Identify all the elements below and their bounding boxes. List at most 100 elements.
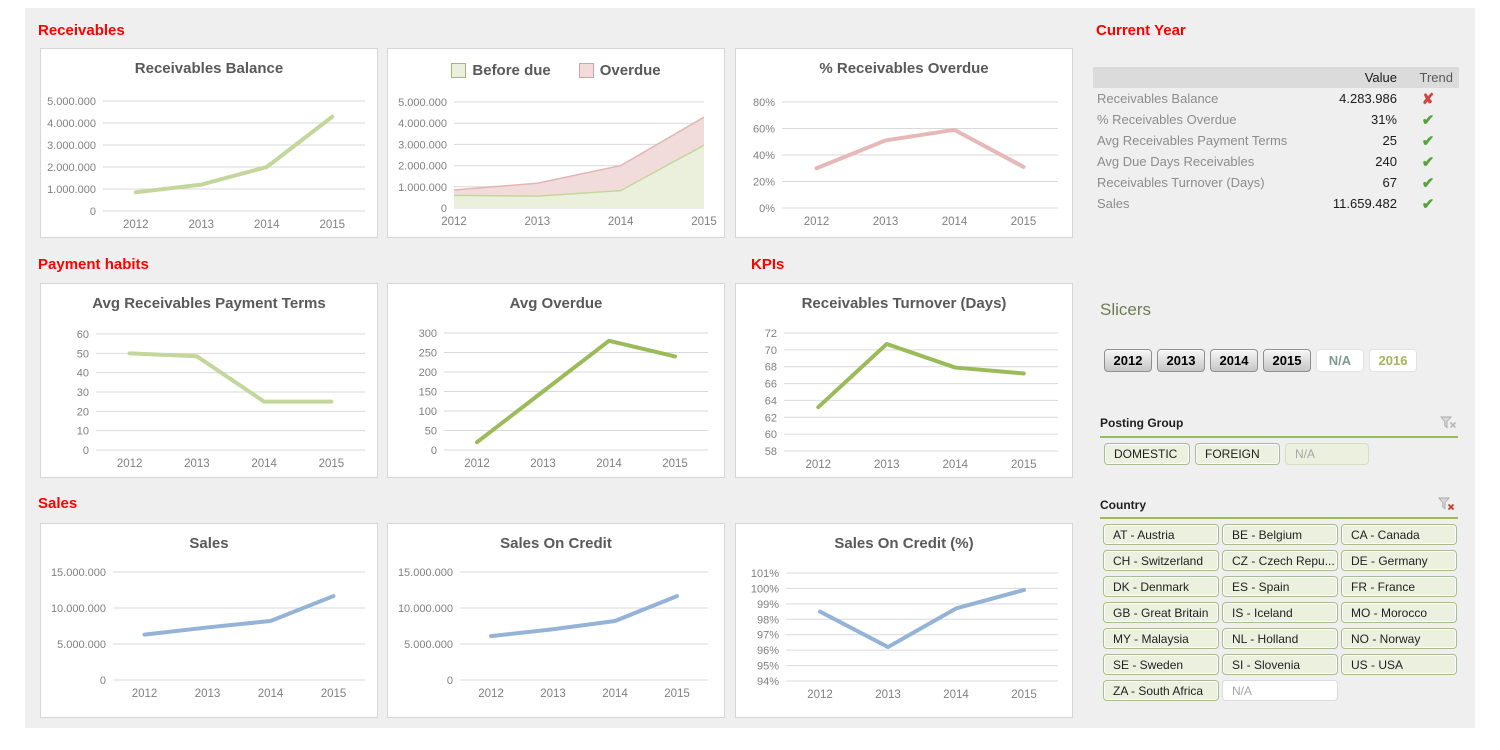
svg-text:97%: 97% (757, 630, 779, 642)
country-item-mo-morocco[interactable]: MO - Morocco (1341, 602, 1457, 623)
country-item-dk-denmark[interactable]: DK - Denmark (1103, 576, 1219, 597)
svg-text:2015: 2015 (1011, 459, 1037, 471)
metric-label: Avg Receivables Payment Terms (1097, 133, 1288, 148)
chart-title: Receivables Balance (134, 60, 284, 77)
metric-value: 240 (1375, 154, 1397, 169)
svg-text:2014: 2014 (602, 688, 628, 700)
avg-payment-terms-line-chart: 0 10 20 30 40 50 60 2012 2013 2014 2015 (77, 329, 365, 470)
svg-text:62: 62 (765, 412, 777, 424)
clear-filter-icon[interactable] (1438, 497, 1455, 513)
posting-group-item-domestic[interactable]: DOMESTIC (1104, 443, 1190, 465)
svg-text:0: 0 (90, 206, 96, 218)
country-item-n-a[interactable]: N/A (1222, 680, 1338, 701)
svg-text:68: 68 (765, 362, 777, 374)
legend-swatch-before-due (451, 63, 467, 78)
chart-panel-sales-on-credit-pct: Sales On Credit (%) 94% 95% 96% 97% 98% 99% 10… (735, 523, 1073, 718)
svg-text:1.000.000: 1.000.000 (47, 184, 96, 196)
current-year-row: Receivables Balance 4.283.986 ✘ (1093, 88, 1459, 109)
svg-text:300: 300 (419, 328, 437, 340)
svg-text:98%: 98% (757, 614, 779, 626)
year-slicer-item-2012[interactable]: 2012 (1104, 349, 1152, 372)
metric-value: 25 (1382, 133, 1397, 148)
country-item-us-usa[interactable]: US - USA (1341, 654, 1457, 675)
svg-text:250: 250 (419, 348, 437, 360)
svg-text:4.000.000: 4.000.000 (398, 118, 447, 130)
svg-text:20: 20 (77, 406, 89, 418)
chart-panel-sales-on-credit: Sales On Credit 0 5.000.000 10.000.000 15.0… (387, 523, 725, 718)
legend-item-overdue: Overdue (578, 62, 661, 79)
svg-text:20%: 20% (753, 177, 775, 189)
svg-text:40%: 40% (753, 150, 775, 162)
posting-group-item-na[interactable]: N/A (1285, 443, 1369, 465)
column-header-value: Value (1364, 70, 1397, 85)
svg-text:5.000.000: 5.000.000 (57, 639, 106, 651)
current-year-table-header: Value Trend (1093, 67, 1459, 88)
country-item-my-malaysia[interactable]: MY - Malaysia (1103, 628, 1219, 649)
metric-label: Receivables Balance (1097, 91, 1219, 106)
country-item-za-south-africa[interactable]: ZA - South Africa (1103, 680, 1219, 701)
country-item-si-slovenia[interactable]: SI - Slovenia (1222, 654, 1338, 675)
trend-up-icon: ✔ (1421, 111, 1435, 129)
country-item-be-belgium[interactable]: BE - Belgium (1222, 524, 1338, 545)
svg-text:2015: 2015 (321, 688, 347, 700)
svg-text:2014: 2014 (942, 459, 968, 471)
metric-value: 11.659.482 (1332, 196, 1397, 211)
svg-text:64: 64 (765, 395, 777, 407)
chart-panel-receivables-turnover: Receivables Turnover (Days) 58 60 62 64 66 68… (735, 283, 1073, 478)
chart-title: Sales On Credit (%) (834, 535, 974, 552)
year-slicer-item-2013[interactable]: 2013 (1157, 349, 1205, 372)
chart-panel-avg-payment-terms: Avg Receivables Payment Terms 0 10 20 30 40 5… (40, 283, 378, 478)
svg-text:2012: 2012 (441, 216, 467, 228)
svg-text:5.000.000: 5.000.000 (404, 639, 453, 651)
country-item-es-spain[interactable]: ES - Spain (1222, 576, 1338, 597)
year-slicer-item-2015[interactable]: 2015 (1263, 349, 1311, 372)
chart-legend: Before due Overdue (388, 62, 724, 79)
svg-text:2013: 2013 (530, 458, 556, 470)
section-title-sales: Sales (38, 495, 78, 512)
svg-text:2.000.000: 2.000.000 (398, 161, 447, 173)
svg-text:60%: 60% (753, 124, 775, 136)
year-slicer-item-2016[interactable]: 2016 (1369, 349, 1417, 372)
country-item-no-norway[interactable]: NO - Norway (1341, 628, 1457, 649)
chart-title: Sales On Credit (500, 535, 612, 552)
trend-up-icon: ✔ (1421, 174, 1435, 192)
country-divider (1100, 517, 1458, 519)
svg-text:2015: 2015 (691, 216, 717, 228)
section-title-current-year: Current Year (1096, 22, 1186, 39)
country-item-de-germany[interactable]: DE - Germany (1341, 550, 1457, 571)
country-item-is-iceland[interactable]: IS - Iceland (1222, 602, 1338, 623)
country-item-se-sweden[interactable]: SE - Sweden (1103, 654, 1219, 675)
trend-up-icon: ✔ (1421, 132, 1435, 150)
country-item-nl-holland[interactable]: NL - Holland (1222, 628, 1338, 649)
posting-group-item-foreign[interactable]: FOREIGN (1195, 443, 1280, 465)
svg-text:100%: 100% (751, 583, 779, 595)
country-item-gb-great-britain[interactable]: GB - Great Britain (1103, 602, 1219, 623)
svg-text:50: 50 (425, 426, 437, 438)
svg-text:30: 30 (77, 387, 89, 399)
country-item-cz-czech-repu[interactable]: CZ - Czech Repu... (1222, 550, 1338, 571)
svg-text:96%: 96% (757, 645, 779, 657)
receivables-turnover-line-chart: 58 60 62 64 66 68 70 72 2012 2013 2014 2015 (765, 328, 1058, 471)
svg-text:2013: 2013 (188, 219, 214, 231)
svg-text:2015: 2015 (1011, 216, 1037, 228)
svg-text:2013: 2013 (525, 216, 551, 228)
country-item-at-austria[interactable]: AT - Austria (1103, 524, 1219, 545)
year-slicer-item-na[interactable]: N/A (1316, 349, 1364, 372)
country-item-ch-switzerland[interactable]: CH - Switzerland (1103, 550, 1219, 571)
svg-text:2012: 2012 (807, 689, 833, 701)
svg-text:100: 100 (419, 406, 437, 418)
chart-title: Receivables Turnover (Days) (801, 295, 1007, 312)
chart-panel-avg-overdue: Avg Overdue 0 50 100 150 200 250 300 2012 2013 20… (387, 283, 725, 478)
svg-text:2013: 2013 (184, 458, 210, 470)
year-slicer-item-2014[interactable]: 2014 (1210, 349, 1258, 372)
clear-filter-icon[interactable] (1440, 416, 1457, 431)
current-year-row: Avg Due Days Receivables 240 ✔ (1093, 151, 1459, 172)
trend-down-icon: ✘ (1421, 90, 1435, 108)
metric-label: Sales (1097, 196, 1130, 211)
country-item-ca-canada[interactable]: CA - Canada (1341, 524, 1457, 545)
svg-text:0: 0 (100, 675, 106, 687)
country-item-fr-france[interactable]: FR - France (1341, 576, 1457, 597)
metric-value: 4.283.986 (1339, 91, 1397, 106)
current-year-row: % Receivables Overdue 31% ✔ (1093, 109, 1459, 130)
